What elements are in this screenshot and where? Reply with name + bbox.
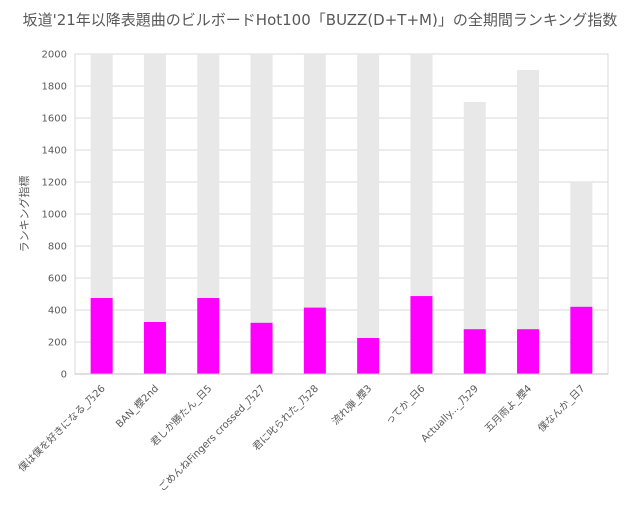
background-bar [303,54,326,374]
y-tick-label: 0 [61,370,67,381]
background-bar [517,70,540,374]
x-tick-label: 僕は僕を好きになる_乃26 [15,382,107,474]
background-bar [197,54,220,374]
x-tick-label: 五月雨よ_櫻4 [482,382,535,435]
value-bar [410,296,433,374]
y-tick-label: 600 [48,274,67,285]
y-tick-label: 2000 [42,50,67,61]
background-bar [463,102,486,374]
y-tick-label: 1000 [42,210,67,221]
background-bar [143,54,166,374]
y-tick-label: 1600 [42,114,67,125]
value-bar [90,298,113,374]
y-tick-label: 1200 [42,178,67,189]
background-bar [410,54,433,374]
y-tick-label: 1400 [42,146,67,157]
value-bar [570,306,593,374]
x-tick-label: Actually..._乃29 [419,383,480,444]
value-bar [197,298,220,374]
value-bar [143,322,166,374]
x-tick-label: 流れ弾_櫻3 [329,382,375,428]
y-tick-label: 200 [48,338,67,349]
chart-title: 坂道'21年以降表題曲のビルボードHot100「BUZZ(D+T+M)」の全期間… [22,11,618,29]
x-tick-label: BAN_櫻2nd [113,382,161,430]
background-bar [90,54,113,374]
background-bar [250,54,273,374]
value-bar [250,322,273,374]
x-tick-label: 僕なんか_日7 [535,382,588,435]
value-bar [303,307,326,374]
value-bar [463,329,486,374]
x-tick-label: ってか_日6 [383,383,427,427]
y-axis-label: ランキング指標 [17,176,31,253]
value-bar [517,329,540,374]
x-tick-label: ごめんねFingers crossed_乃27 [156,382,268,494]
value-bar [357,338,380,374]
y-tick-label: 1800 [42,82,67,93]
background-bar [357,54,380,374]
y-tick-label: 400 [48,306,67,317]
y-tick-label: 800 [48,242,67,253]
bar-layer [90,54,593,374]
